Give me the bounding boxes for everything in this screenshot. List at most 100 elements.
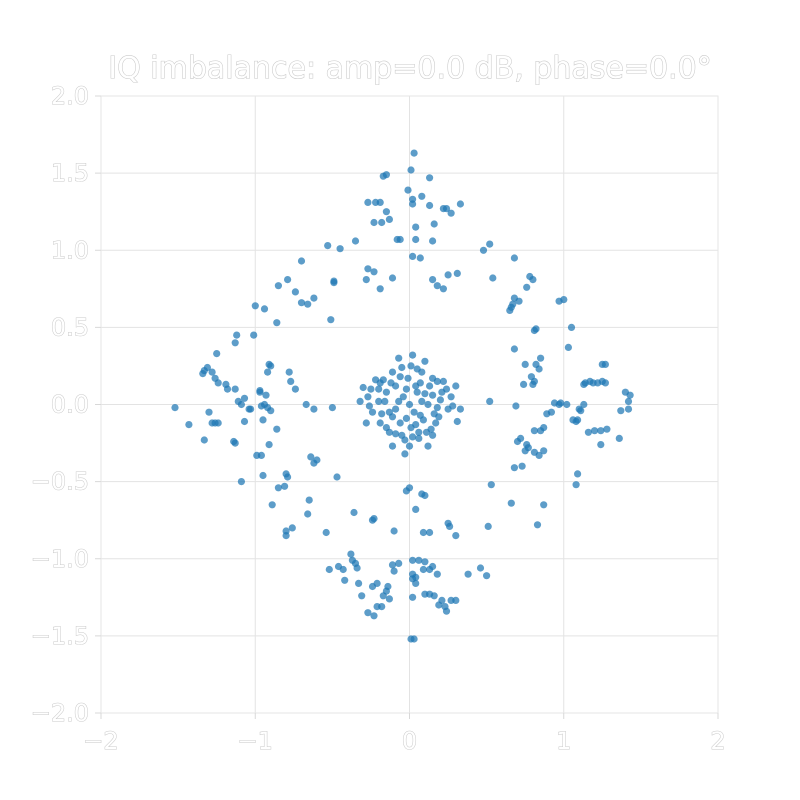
- scatter-point: [388, 368, 397, 376]
- scatter-point: [375, 397, 383, 405]
- y-tick-label: 0.5: [51, 313, 89, 341]
- scatter-point: [426, 528, 434, 537]
- scatter-point: [438, 388, 446, 396]
- scatter-point: [580, 380, 588, 388]
- y-tick-label: 1.0: [51, 236, 89, 264]
- scatter-point: [405, 400, 414, 409]
- scatter-point: [333, 473, 341, 481]
- scatter-point: [484, 522, 492, 531]
- scatter-point: [452, 596, 460, 605]
- scatter-point: [362, 419, 370, 427]
- scatter-point: [203, 363, 211, 372]
- scatter-point: [409, 351, 417, 359]
- scatter-point: [291, 385, 299, 393]
- scatter-point: [282, 532, 290, 540]
- scatter-point: [268, 501, 276, 509]
- scatter-point: [264, 368, 272, 376]
- scatter-point: [287, 377, 295, 385]
- scatter-point: [328, 404, 336, 412]
- scatter-point: [368, 408, 377, 416]
- scatter-point: [407, 424, 415, 432]
- scatter-point: [426, 201, 434, 210]
- scatter-point: [510, 464, 518, 472]
- scatter-point: [452, 532, 460, 540]
- scatter-point: [540, 447, 548, 455]
- scatter-point: [584, 428, 593, 436]
- scatter-point: [395, 354, 403, 362]
- axis-ticks: −2 −1 0 1 2 −2.0 −1.5 −1.0 −0.5 0.0 0.5 1.0 1.5 2.0: [30, 82, 726, 756]
- scatter-point: [626, 391, 634, 399]
- scatter-point: [419, 416, 427, 424]
- scatter-point: [446, 522, 454, 531]
- scatter-point: [237, 478, 245, 486]
- scatter-point: [432, 419, 440, 427]
- scatter-point: [520, 380, 528, 388]
- scatter-point: [412, 573, 420, 581]
- scatter-point: [259, 416, 267, 424]
- scatter-point: [456, 405, 464, 413]
- scatter-point: [507, 499, 515, 507]
- scatter-point: [284, 276, 292, 284]
- scatter-point: [368, 516, 377, 524]
- scatter-point: [409, 556, 417, 564]
- y-tick-label: −0.5: [31, 468, 89, 496]
- scatter-point: [412, 223, 420, 231]
- scatter-point: [597, 441, 605, 449]
- scatter-point: [518, 462, 526, 470]
- scatter-point: [364, 609, 372, 617]
- scatter-point: [433, 404, 441, 412]
- scatter-point: [489, 274, 497, 282]
- scatter-point: [429, 391, 437, 399]
- y-tick-label: −1.0: [31, 545, 89, 573]
- scatter-point: [231, 339, 239, 347]
- scatter-point: [382, 171, 390, 179]
- scatter-point: [464, 570, 472, 578]
- scatter-point: [409, 200, 417, 208]
- scatter-point: [382, 208, 390, 216]
- scatter-point: [405, 442, 414, 450]
- scatter-point: [325, 565, 333, 574]
- scatter-point: [260, 305, 269, 313]
- scatter-point: [409, 252, 417, 260]
- scatter-point: [353, 564, 361, 572]
- scatter-point: [305, 496, 313, 504]
- scatter-point: [487, 481, 495, 489]
- scatter-point: [486, 240, 494, 248]
- scatter-point: [284, 473, 292, 481]
- scatter-point: [527, 373, 536, 381]
- scatter-point: [223, 385, 232, 393]
- scatter-point: [388, 561, 397, 569]
- scatter-point: [426, 174, 434, 182]
- scatter-point: [264, 404, 272, 412]
- scatter-point: [265, 441, 273, 449]
- scatter-point: [401, 450, 409, 458]
- scatter-point: [563, 400, 571, 409]
- scatter-point: [376, 419, 384, 427]
- scatter-point: [479, 246, 488, 254]
- scatter-point: [447, 393, 455, 401]
- scatter-point: [364, 198, 372, 206]
- scatter-point: [564, 343, 573, 351]
- scatter-point: [376, 198, 384, 206]
- scatter-point: [370, 218, 378, 227]
- scatter-point: [410, 408, 418, 416]
- scatter-point: [486, 397, 494, 405]
- scatter-point: [385, 215, 393, 223]
- scatter-point: [535, 365, 543, 373]
- scatter-point: [214, 419, 222, 427]
- scatter-point: [419, 565, 427, 574]
- scatter-point: [339, 565, 347, 574]
- scatter-point: [442, 607, 451, 615]
- scatter-point: [444, 271, 452, 279]
- scatter-point: [347, 550, 355, 558]
- scatter-point: [438, 596, 446, 605]
- scatter-point: [512, 402, 520, 410]
- scatter-point: [273, 425, 281, 433]
- x-tick-label: 0: [402, 727, 417, 755]
- scatter-point: [199, 370, 207, 378]
- y-tick-label: 2.0: [51, 82, 89, 110]
- scatter-point: [456, 200, 464, 208]
- scatter-point: [367, 385, 375, 393]
- scatter-point: [560, 296, 568, 304]
- scatter-point: [341, 576, 349, 584]
